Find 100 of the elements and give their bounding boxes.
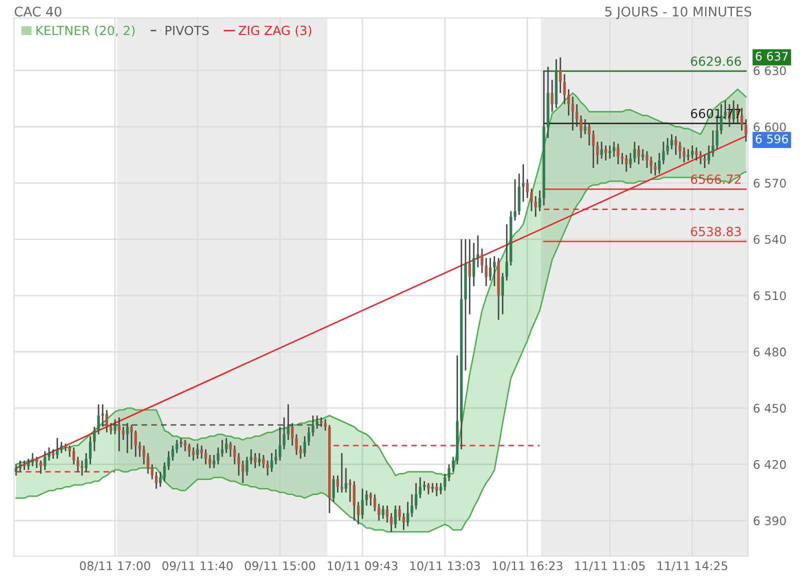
candlestick xyxy=(365,490,368,506)
y-tick-label: 6 600 xyxy=(754,122,786,132)
candlestick xyxy=(690,144,694,160)
candlestick xyxy=(44,450,46,471)
candlestick xyxy=(299,444,302,460)
candlestick xyxy=(740,107,744,132)
candlestick xyxy=(394,504,397,529)
candlestick xyxy=(122,426,125,441)
data-label: 6629.66 xyxy=(690,56,741,66)
candlestick xyxy=(208,454,212,469)
candlestick xyxy=(142,444,146,466)
candlestick xyxy=(344,467,348,494)
candlestick xyxy=(580,114,582,139)
candlestick xyxy=(130,424,133,450)
candlestick xyxy=(84,452,88,473)
candlestick xyxy=(307,426,310,446)
candlestick xyxy=(76,456,80,473)
candlestick xyxy=(176,439,178,454)
x-tick-label: 08/11 17:00 xyxy=(80,561,150,572)
y-tick-label: 6 510 xyxy=(754,291,786,300)
candlestick xyxy=(93,426,96,452)
candlestick xyxy=(320,416,323,428)
candlestick xyxy=(642,148,644,162)
candlestick xyxy=(312,414,314,437)
candlestick xyxy=(703,154,706,169)
candlestick xyxy=(744,118,748,142)
candlestick xyxy=(118,416,120,452)
candlestick xyxy=(612,141,616,158)
candlestick xyxy=(27,458,30,471)
candlestick xyxy=(356,501,360,526)
candlestick xyxy=(563,74,566,105)
candlestick xyxy=(616,142,620,165)
candlestick xyxy=(229,441,232,458)
candlestick xyxy=(348,478,352,503)
candlestick xyxy=(295,434,298,456)
candlestick xyxy=(600,141,603,160)
candlestick xyxy=(402,512,406,531)
candlestick xyxy=(134,430,137,458)
x-tick-label: 10/11 13:03 xyxy=(410,561,480,572)
candlestick xyxy=(126,422,129,454)
candlestick xyxy=(225,437,228,454)
candlestick xyxy=(493,255,496,287)
candlestick xyxy=(146,452,150,474)
candlestick xyxy=(60,441,63,454)
candlestick xyxy=(559,56,562,94)
candlestick xyxy=(682,146,686,164)
candlestick xyxy=(484,257,488,287)
legend-label: KELTNER (20, 2) xyxy=(36,25,135,37)
candlestick xyxy=(406,501,410,527)
candlestick xyxy=(637,144,640,165)
candlestick xyxy=(332,474,335,503)
candlestick xyxy=(390,512,393,533)
candlestick xyxy=(654,162,657,176)
candlestick xyxy=(472,242,476,287)
candlestick xyxy=(159,471,162,488)
data-label: 6538.83 xyxy=(690,226,741,236)
candlestick xyxy=(242,460,244,484)
candlestick xyxy=(97,404,100,436)
candlestick xyxy=(666,137,669,156)
candlestick xyxy=(571,96,574,132)
line-series xyxy=(15,171,747,533)
candlestick xyxy=(154,471,158,490)
chart-title: CAC 40 xyxy=(14,6,62,17)
candlestick xyxy=(52,448,55,460)
candlestick xyxy=(670,134,674,150)
candlestick xyxy=(382,504,384,520)
legend-label: ZIG ZAG (3) xyxy=(238,25,312,37)
candlestick xyxy=(316,414,318,430)
candlestick xyxy=(712,130,714,158)
candlestick xyxy=(254,452,257,469)
candlestick xyxy=(14,464,18,476)
y-tick-label: 6 540 xyxy=(754,235,786,244)
legend-label: PIVOTS xyxy=(166,26,209,36)
candlestick xyxy=(707,144,710,165)
candlestick xyxy=(414,482,418,510)
candlestick xyxy=(291,422,294,446)
candlestick xyxy=(678,141,682,160)
candlestick xyxy=(629,152,632,169)
candlestick xyxy=(48,446,50,462)
candlestick xyxy=(686,148,690,162)
candlestick xyxy=(431,482,434,494)
candlestick xyxy=(286,404,290,441)
candlestick xyxy=(361,488,364,520)
candlestick xyxy=(534,195,537,218)
y-tick-label: 6 630 xyxy=(754,66,786,76)
candlestick xyxy=(278,426,282,462)
candlestick xyxy=(448,464,450,482)
candlestick xyxy=(233,444,236,466)
candlestick xyxy=(80,460,84,476)
candlestick xyxy=(72,446,76,466)
candlestick xyxy=(88,436,92,466)
y-tick-label: 6 390 xyxy=(754,516,786,526)
candlestick xyxy=(105,409,108,434)
candlestick xyxy=(212,454,216,469)
candlestick xyxy=(538,190,542,212)
x-tick-label: 09/11 11:40 xyxy=(162,561,233,572)
candlestick xyxy=(596,141,599,165)
candlestick xyxy=(501,272,504,315)
candlestick xyxy=(410,494,414,518)
candlestick xyxy=(505,224,508,282)
